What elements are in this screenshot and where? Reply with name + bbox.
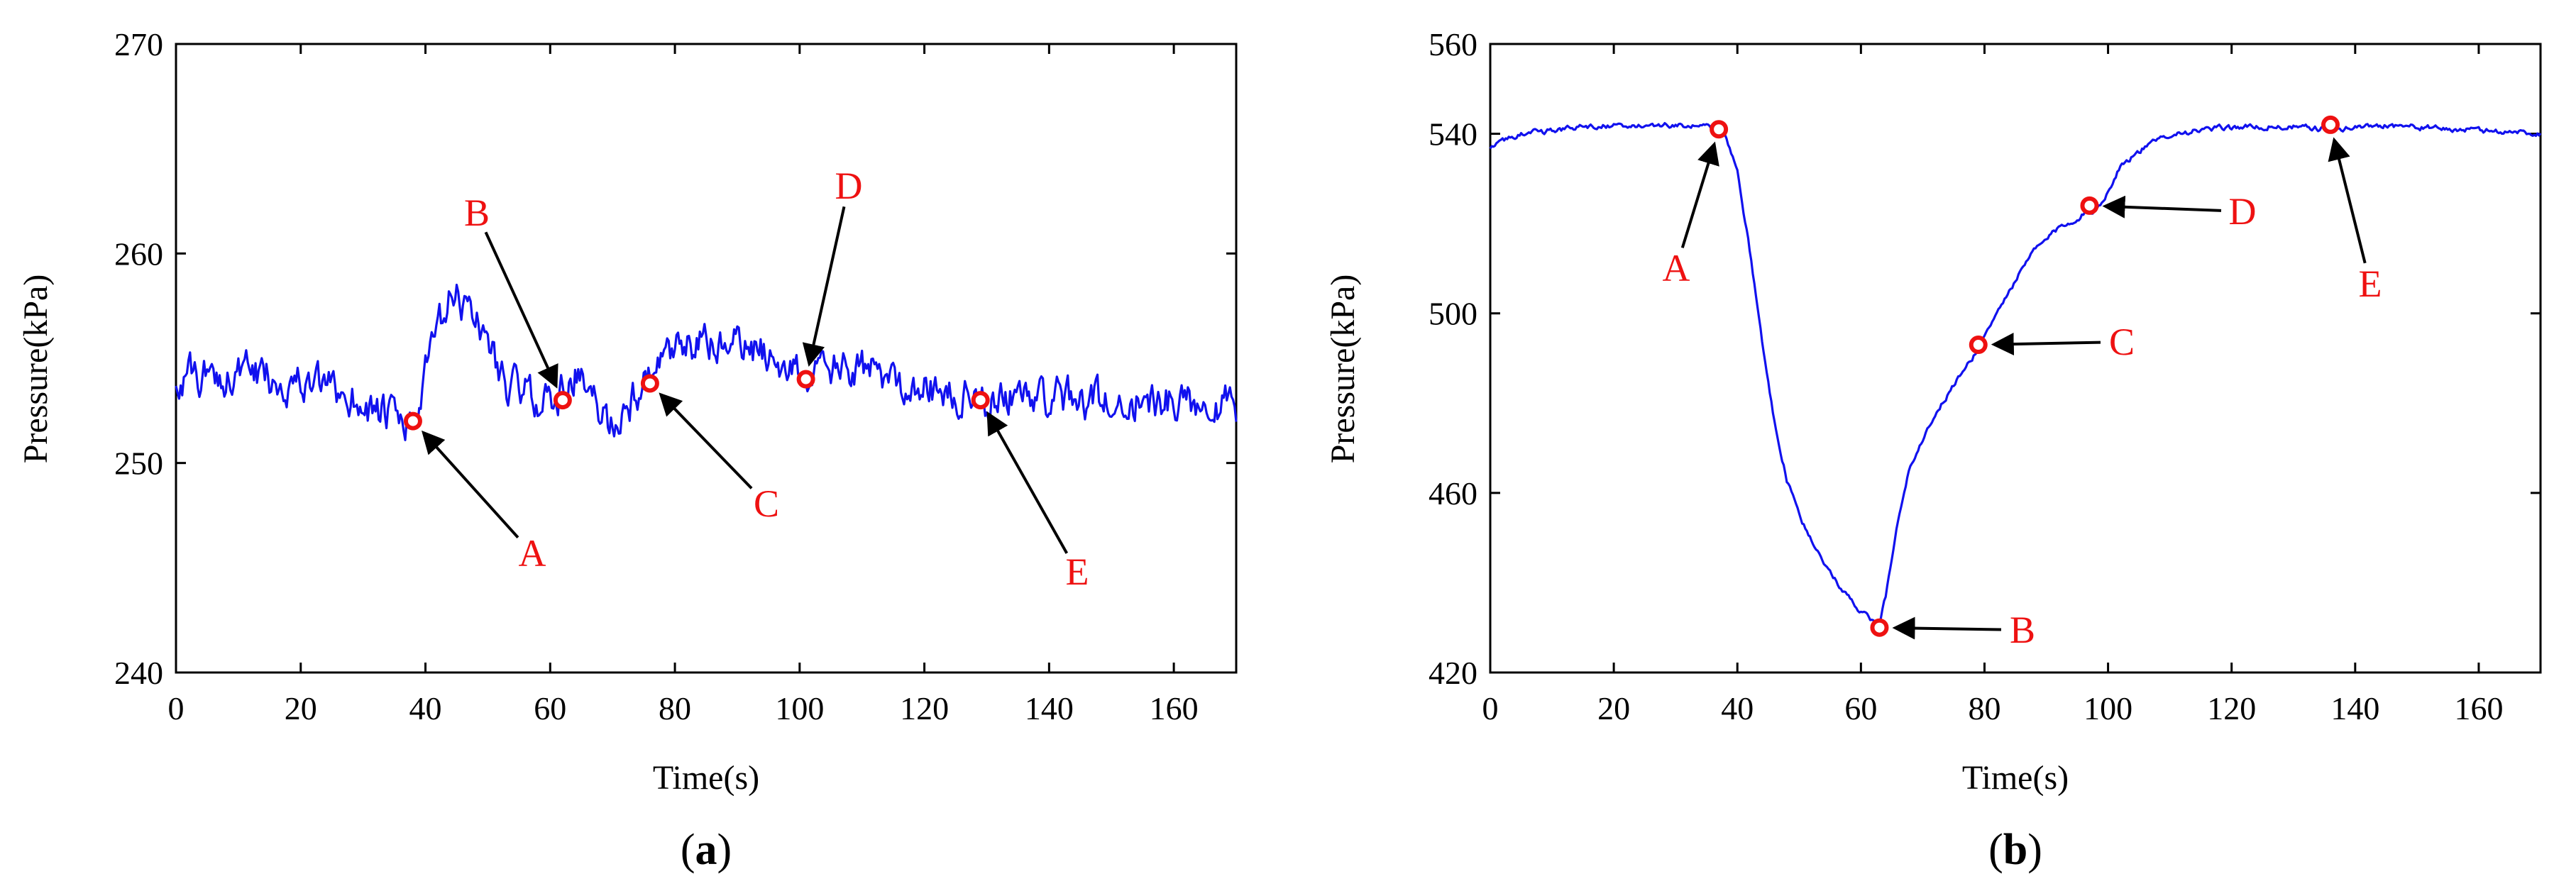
chart-b-ytick-label: 540 <box>1429 116 1477 153</box>
chart-a-annotation-d: D <box>835 165 863 207</box>
chart-b-arrow-d <box>2102 195 2222 218</box>
chart-a-xtick-label: 0 <box>168 690 185 726</box>
chart-b-xtick-label: 0 <box>1482 690 1499 726</box>
chart-b-annotation-d: D <box>2229 190 2257 233</box>
chart-a-marker-c <box>640 374 659 393</box>
chart-a-xtick-label: 20 <box>285 690 317 726</box>
chart-a-xtick-label: 160 <box>1150 690 1199 726</box>
chart-b-ytick-label: 460 <box>1429 475 1477 511</box>
chart-b-annotation-e: E <box>2359 262 2382 305</box>
chart-a-xtick-label: 80 <box>659 690 691 726</box>
chart-a-annotation-c: C <box>754 482 779 525</box>
chart-a-panel-label: (a) <box>681 826 732 874</box>
chart-a-xtick-label: 140 <box>1025 690 1074 726</box>
chart-b: 0 20 40 60 80 100 120 140 160 420 460 500 540 560 A B C D… <box>1324 26 2542 874</box>
chart-b-plot-frame <box>1489 43 2542 674</box>
chart-a-series-line <box>175 283 1238 441</box>
chart-a-ytick-label: 240 <box>114 655 163 691</box>
chart-a-annotation-e: E <box>1066 550 1089 593</box>
chart-b-arrow-c <box>1991 333 2101 356</box>
chart-a-xtick-label: 120 <box>900 690 949 726</box>
chart-b-marker-e <box>2321 115 2340 134</box>
chart-a-arrow-c <box>659 392 753 489</box>
chart-b-ytick-label: 500 <box>1429 296 1477 332</box>
chart-b-ylabel: Pressure(kPa) <box>1324 275 1362 464</box>
chart-b-panel-label: (b) <box>1988 826 2042 874</box>
chart-a-arrow-b <box>484 231 558 389</box>
chart-a-ytick-label: 270 <box>114 26 163 62</box>
chart-a-plot-frame <box>175 43 1238 674</box>
chart-b-xtick-label: 60 <box>1844 690 1877 726</box>
chart-a-ytick-label: 250 <box>114 446 163 482</box>
chart-a-marker-d <box>796 370 815 389</box>
chart-a-marker-b <box>553 391 572 410</box>
chart-b-annotation-a: A <box>1663 247 1690 289</box>
chart-b-series-line <box>1489 122 2542 626</box>
chart-b-ytick-label: 420 <box>1429 655 1477 691</box>
chart-a-arrow-a <box>422 430 519 539</box>
chart-b-arrow-e <box>2328 137 2367 264</box>
chart-a: 0 20 40 60 80 100 120 140 160 240 250 260 270 A B C D E T… <box>17 26 1238 874</box>
chart-a-xtick-label: 40 <box>409 690 442 726</box>
chart-a-annotation-b: B <box>464 192 490 234</box>
chart-b-ytick-label: 560 <box>1429 26 1477 62</box>
chart-b-xtick-label: 80 <box>1968 690 2000 726</box>
chart-a-marker-e <box>971 391 990 410</box>
chart-b-xtick-label: 140 <box>2330 690 2379 726</box>
chart-a-ytick-label: 260 <box>114 236 163 272</box>
chart-b-annotation-c: C <box>2109 321 2135 363</box>
chart-a-ylabel: Pressure(kPa) <box>17 275 55 464</box>
chart-a-marker-a <box>403 411 422 431</box>
chart-b-xtick-label: 40 <box>1721 690 1754 726</box>
chart-b-marker-b <box>1870 618 1889 637</box>
chart-a-xtick-label: 100 <box>775 690 824 726</box>
chart-a-arrow-d <box>802 206 846 367</box>
chart-b-xlabel: Time(s) <box>1962 759 2069 797</box>
chart-a-xlabel: Time(s) <box>653 759 759 797</box>
chart-b-marker-c <box>1969 336 1988 355</box>
chart-b-annotation-b: B <box>2010 609 2035 651</box>
chart-a-xtick-label: 60 <box>534 690 566 726</box>
chart-b-xtick-label: 20 <box>1597 690 1630 726</box>
chart-a-annotation-a: A <box>519 532 546 575</box>
chart-b-arrow-b <box>1892 616 2002 640</box>
chart-b-xtick-label: 100 <box>2084 690 2132 726</box>
chart-b-marker-a <box>1710 120 1729 139</box>
chart-b-xtick-label: 160 <box>2454 690 2503 726</box>
chart-b-marker-d <box>2080 196 2099 215</box>
chart-b-arrow-a <box>1680 141 1719 248</box>
chart-a-arrow-e <box>986 411 1069 554</box>
chart-b-xtick-label: 120 <box>2207 690 2256 726</box>
